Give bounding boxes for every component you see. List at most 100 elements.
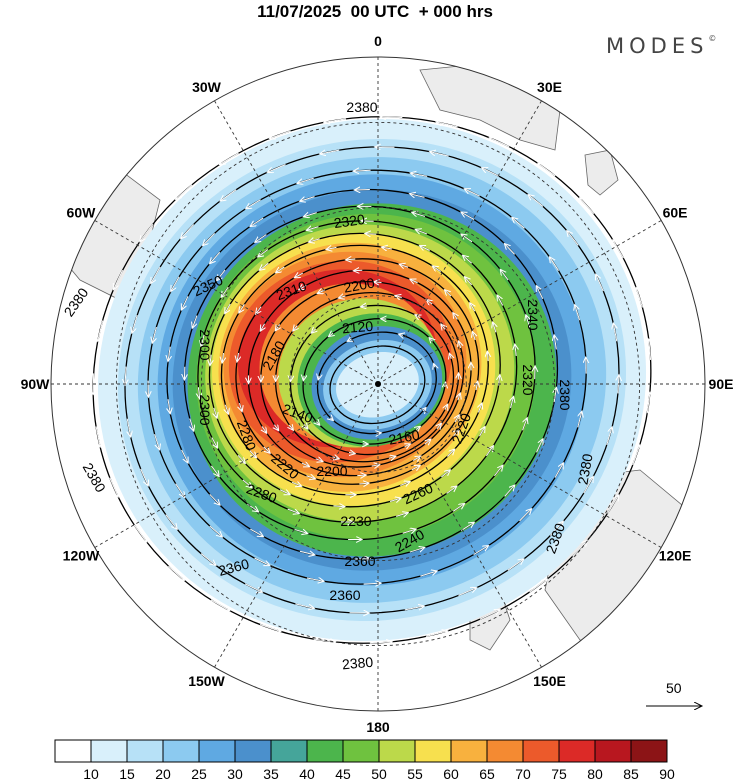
wind-vector (478, 403, 482, 413)
wind-vector (237, 454, 245, 463)
wind-vector (432, 266, 441, 273)
wind-vector (175, 483, 185, 498)
wind-vector (389, 498, 401, 501)
wind-vector (324, 119, 347, 122)
wind-vector (274, 425, 278, 431)
colorbar-swatch (306, 739, 344, 763)
wind-vector (293, 326, 298, 332)
wind-vector (445, 404, 448, 410)
wind-vector (482, 168, 500, 177)
wind-vector (458, 588, 476, 596)
wind-vector (300, 196, 315, 202)
wind-vector (497, 295, 504, 306)
wind-vector (449, 353, 451, 359)
map-title: 11/07/2025 00 UTC + 000 hrs (257, 2, 493, 21)
colorbar-tick-label: 35 (263, 766, 279, 782)
wind-vector (415, 229, 428, 233)
wind-vector (152, 326, 157, 343)
wind-vector (210, 251, 221, 263)
wind-vector (425, 631, 448, 637)
meridian-line (214, 383, 379, 668)
wind-vector (353, 270, 363, 271)
wind-vector (222, 352, 223, 363)
wind-vector (522, 418, 528, 431)
wind-vector (528, 195, 544, 207)
south-pole-marker (375, 381, 381, 387)
colorbar-swatch (198, 739, 236, 763)
contour-label: 2300 (197, 329, 213, 360)
wind-vector (333, 506, 345, 507)
contour-label: 2300 (197, 394, 213, 425)
wind-vector (246, 199, 261, 209)
contour-label: 2380 (341, 654, 374, 673)
wind-vector (181, 449, 188, 463)
wind-vector (455, 415, 459, 423)
meridian-label-180: 180 (366, 719, 390, 735)
meridian-line (94, 383, 379, 548)
wind-vector (399, 334, 403, 335)
wind-vector (113, 269, 124, 289)
wind-vector (198, 387, 199, 399)
wind-vector (504, 485, 515, 497)
wind-vector (127, 418, 130, 437)
wind-vector (211, 437, 218, 448)
map-border (50, 56, 706, 712)
wind-vector (388, 456, 396, 458)
colorbar-tick-label: 25 (191, 766, 207, 782)
wind-vector (575, 305, 581, 321)
meridian-label-60w: 60W (67, 205, 97, 221)
colorbar-tick-label: 30 (227, 766, 243, 782)
colorbar-swatch (486, 739, 524, 763)
wind-vector (381, 247, 392, 249)
wind-vector (250, 528, 263, 537)
wind-vector (554, 387, 556, 403)
meridian-line (377, 100, 542, 385)
wind-vector (613, 323, 616, 342)
wind-vector (256, 306, 262, 315)
wind-vector (318, 376, 319, 380)
wind-vector (373, 282, 382, 283)
wind-vector (472, 331, 475, 341)
wind-vector (171, 276, 180, 292)
colorbar-tick-label: 45 (335, 766, 351, 782)
wind-vector (320, 150, 340, 154)
wind-vector (494, 465, 503, 477)
wind-vector (315, 459, 323, 462)
wind-vector (380, 117, 403, 118)
wind-vector (347, 339, 351, 341)
wind-vector (294, 273, 304, 278)
colorbar-swatch (558, 739, 596, 763)
contour-label: 2380 (557, 379, 573, 410)
wind-vector (258, 249, 269, 257)
wind-vector (200, 553, 216, 566)
wind-vector (299, 285, 307, 290)
meridian-line (377, 220, 662, 385)
wind-vector (404, 606, 424, 610)
wind-vector (511, 396, 514, 409)
meridian-label-150w: 150W (188, 673, 225, 689)
colorbar-tick-label: 10 (83, 766, 99, 782)
colorbar-tick-label: 20 (155, 766, 171, 782)
brand-mark: © (708, 34, 717, 43)
wind-vector (519, 509, 532, 522)
wind-vector (410, 173, 428, 176)
wind-vector (299, 551, 315, 555)
wind-vector (504, 244, 515, 255)
wind-vector (606, 427, 612, 446)
wind-vector (441, 324, 445, 329)
wind-vector (168, 565, 184, 580)
meridian-label-90e: 90E (709, 376, 734, 392)
colorbar-tick-label: 90 (659, 766, 675, 782)
wind-vector (636, 288, 643, 308)
contour-label: 2120 (341, 318, 374, 337)
wind-vector (316, 422, 319, 426)
wind-vector (249, 450, 257, 458)
wind-vector (426, 299, 432, 304)
wind-vector (409, 547, 425, 553)
colorbar-tick-label: 70 (515, 766, 531, 782)
wind-vector (412, 212, 426, 216)
wind-vector (267, 164, 286, 173)
latitude-circle (200, 206, 556, 562)
wind-vector (338, 296, 346, 298)
contour-label: 2320 (520, 364, 536, 395)
